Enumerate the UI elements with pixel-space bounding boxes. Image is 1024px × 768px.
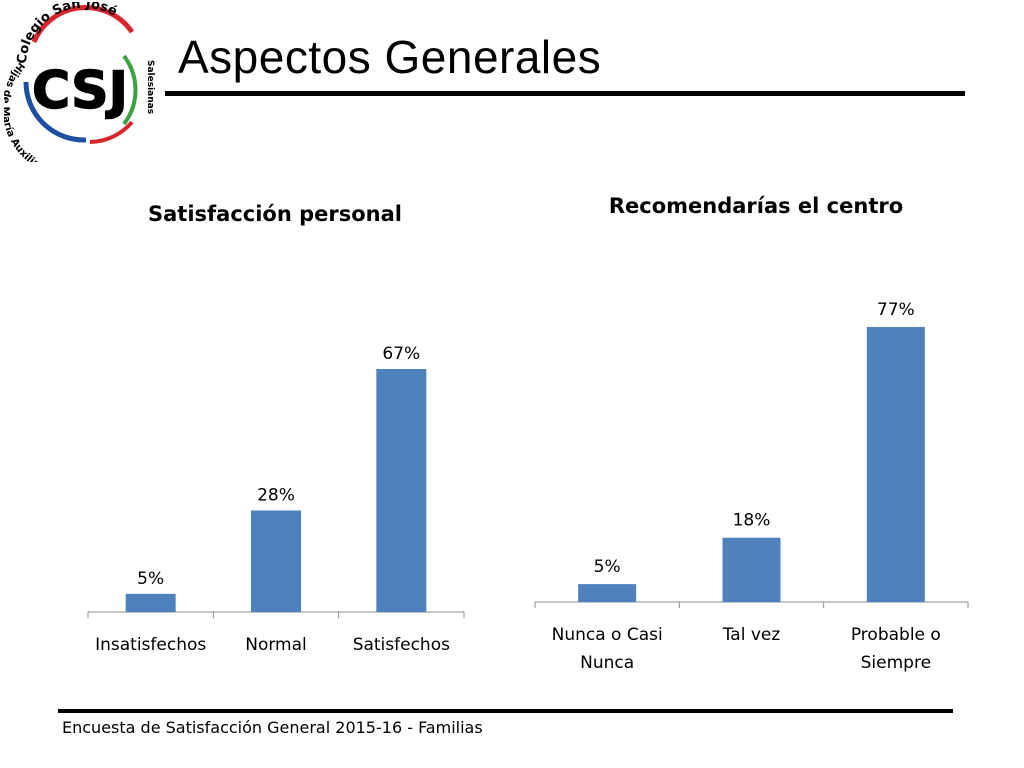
chart-satisfaccion-personal: Satisfacción personal 5% Insatisfechos 28% N…	[87, 202, 465, 655]
logo-initials: CSJ	[32, 61, 128, 121]
bar-2	[376, 369, 427, 612]
category-label-2: Satisfechos	[353, 635, 450, 655]
title-underline	[165, 91, 965, 96]
category-label-2: Probable o	[851, 625, 941, 645]
bar-2	[866, 327, 925, 602]
category-label-0: Insatisfechos	[95, 635, 206, 655]
colegio-san-jose-logo: Colegio San José Hijas de María Auxiliad…	[4, 2, 155, 162]
category-label-0: Nunca	[580, 653, 634, 673]
footer-text: Encuesta de Satisfacción General 2015-16…	[62, 718, 483, 737]
category-label-2: Siempre	[861, 653, 931, 673]
data-label-2: 77%	[877, 300, 915, 320]
logo-right-text: Salesianas	[145, 60, 155, 114]
data-label-1: 28%	[257, 485, 295, 505]
category-label-0: Nunca o Casi	[552, 625, 663, 645]
bar-1	[251, 510, 301, 612]
category-label-1: Tal vez	[722, 625, 781, 645]
bar-1	[722, 537, 781, 602]
chart-recomendarias-el-centro: Recomendarías el centro 5% Nunca o Casi Nun…	[534, 194, 969, 673]
data-label-0: 5%	[137, 569, 164, 589]
slide-title: Aspectos Generales	[178, 31, 602, 83]
chart-title: Satisfacción personal	[148, 202, 402, 226]
logo-top-text: Colegio San José	[15, 2, 120, 64]
logo-red-arc-2	[89, 120, 134, 144]
data-label-0: 5%	[594, 557, 621, 577]
data-label-1: 18%	[733, 511, 771, 531]
data-label-2: 67%	[382, 344, 420, 364]
logo-green-arc	[122, 54, 138, 126]
logo-red-arc	[31, 5, 135, 43]
bar-0	[125, 593, 176, 612]
footer-rule	[58, 709, 953, 713]
logo-blue-arc	[23, 81, 87, 143]
bar-0	[578, 584, 637, 602]
chart-title: Recomendarías el centro	[609, 194, 903, 218]
category-label-1: Normal	[245, 635, 307, 655]
